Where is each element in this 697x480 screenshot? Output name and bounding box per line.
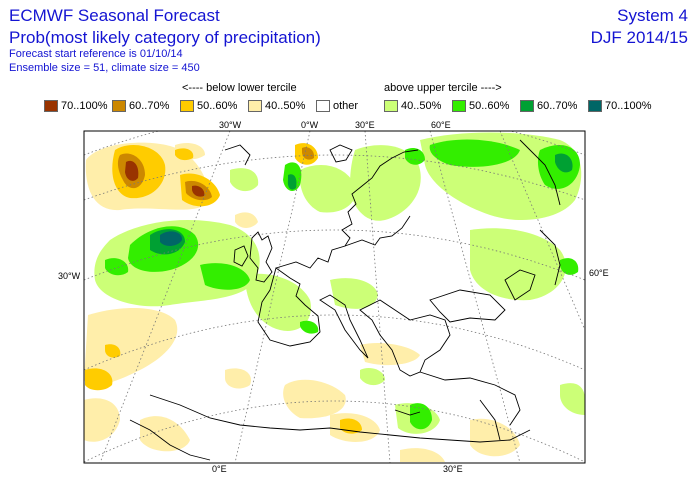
legend-swatch [180, 100, 194, 112]
legend-swatch [316, 100, 330, 112]
legend-label: 50..60% [469, 100, 510, 112]
legend: 70..100% 60..70% 50..60% 40..50% other 4… [0, 99, 697, 115]
legend-swatch [384, 100, 398, 112]
legend-swatch [520, 100, 534, 112]
legend-label: 70..100% [605, 100, 652, 112]
legend-label: 60..70% [129, 100, 170, 112]
legend-label: 50..60% [197, 100, 238, 112]
legend-swatch [452, 100, 466, 112]
label-top-0w: 0°W [301, 120, 319, 130]
map-frame [83, 130, 586, 464]
legend-swatch [248, 100, 262, 112]
system-label: System 4 [617, 6, 688, 25]
legend-swatch [44, 100, 58, 112]
legend-swatch [588, 100, 602, 112]
legend-label: 40..50% [265, 100, 306, 112]
below-tercile-note: <---- below lower tercile [182, 82, 297, 94]
title-line1: ECMWF Seasonal Forecast [9, 6, 220, 25]
label-top-30w: 30°W [219, 120, 242, 130]
legend-label: 60..70% [537, 100, 578, 112]
season-label: DJF 2014/15 [590, 28, 688, 47]
title-line2: Prob(most likely category of precipitati… [9, 28, 321, 47]
legend-item-below-40: 40..50% [248, 99, 305, 113]
legend-item-above-50: 50..60% [452, 99, 509, 113]
legend-item-below-70: 70..100% [44, 99, 107, 113]
below-70-areas [125, 160, 205, 197]
forecast-start-text: Forecast start reference is 01/10/14 [9, 48, 183, 60]
label-bottom-30e: 30°E [443, 464, 463, 474]
above-tercile-note: above upper tercile ----> [384, 82, 502, 94]
legend-label: 70..100% [61, 100, 108, 112]
legend-label: other [333, 100, 359, 112]
ensemble-size-text: Ensemble size = 51, climate size = 450 [9, 62, 200, 74]
legend-item-above-70: 70..100% [588, 99, 651, 113]
label-right-60e: 60°E [589, 268, 609, 278]
legend-item-above-60: 60..70% [520, 99, 577, 113]
legend-item-below-60: 60..70% [112, 99, 169, 113]
above-70-areas [160, 231, 183, 246]
legend-item-below-50: 50..60% [180, 99, 237, 113]
coastlines [129, 139, 561, 461]
graticule [84, 131, 585, 463]
label-left-30w: 30°W [58, 271, 81, 281]
label-top-60e: 60°E [431, 120, 451, 130]
label-bottom-0e: 0°E [212, 464, 227, 474]
legend-item-above-40: 40..50% [384, 99, 441, 113]
legend-item-other: other [316, 99, 358, 113]
legend-label: 40..50% [401, 100, 442, 112]
probability-shading [84, 132, 585, 462]
legend-swatch [112, 100, 126, 112]
label-top-30e: 30°E [355, 120, 375, 130]
